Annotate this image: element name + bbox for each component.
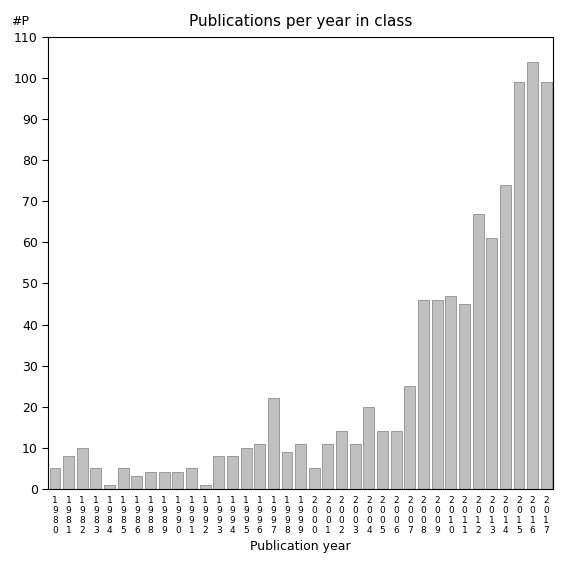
Bar — [500, 185, 511, 489]
Bar — [145, 472, 156, 489]
Bar — [486, 238, 497, 489]
Bar — [77, 448, 88, 489]
Bar — [227, 456, 238, 489]
Bar — [336, 431, 347, 489]
Bar — [404, 386, 415, 489]
Bar — [418, 300, 429, 489]
Bar — [186, 468, 197, 489]
Bar — [240, 448, 252, 489]
Bar — [391, 431, 401, 489]
Bar — [514, 82, 524, 489]
Bar — [172, 472, 183, 489]
Bar — [527, 62, 538, 489]
Bar — [104, 485, 115, 489]
Bar — [63, 456, 74, 489]
Bar — [132, 476, 142, 489]
Bar — [459, 304, 470, 489]
Bar — [213, 456, 224, 489]
Bar — [323, 443, 333, 489]
Bar — [541, 82, 552, 489]
Title: Publications per year in class: Publications per year in class — [189, 14, 412, 29]
Bar — [350, 443, 361, 489]
Bar — [473, 214, 484, 489]
Bar — [254, 443, 265, 489]
Bar — [49, 468, 61, 489]
Bar — [309, 468, 320, 489]
Bar — [268, 399, 279, 489]
Bar — [363, 407, 374, 489]
Bar — [282, 452, 293, 489]
Bar — [118, 468, 129, 489]
X-axis label: Publication year: Publication year — [251, 540, 351, 553]
Bar — [295, 443, 306, 489]
Bar — [445, 296, 456, 489]
Bar — [431, 300, 443, 489]
Bar — [200, 485, 210, 489]
Bar — [377, 431, 388, 489]
Y-axis label: #P: #P — [11, 15, 29, 28]
Bar — [159, 472, 170, 489]
Bar — [91, 468, 101, 489]
